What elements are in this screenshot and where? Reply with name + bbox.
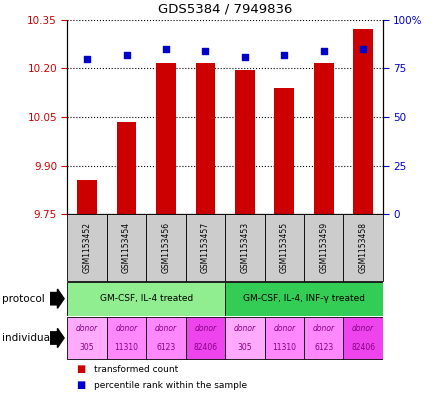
Text: protocol: protocol [2, 294, 45, 304]
Text: 6123: 6123 [313, 343, 332, 352]
Text: GM-CSF, IL-4 treated: GM-CSF, IL-4 treated [99, 294, 192, 303]
Text: GSM1153453: GSM1153453 [240, 222, 249, 273]
Text: 305: 305 [80, 343, 94, 352]
Bar [107, 317, 146, 359]
Text: donor: donor [115, 324, 137, 333]
Bar [313, 63, 333, 214]
Text: GSM1153457: GSM1153457 [201, 222, 210, 273]
Bar [156, 63, 175, 214]
Bar [264, 214, 303, 281]
Bar [352, 29, 372, 214]
Text: GSM1153458: GSM1153458 [358, 222, 367, 273]
Text: GSM1153454: GSM1153454 [122, 222, 131, 273]
Text: donor: donor [76, 324, 98, 333]
Bar [303, 214, 342, 281]
FancyArrow shape [50, 328, 64, 347]
Bar [185, 317, 225, 359]
Text: 11310: 11310 [272, 343, 296, 352]
Bar [67, 214, 107, 281]
Text: 11310: 11310 [114, 343, 138, 352]
Bar [234, 70, 254, 214]
Bar [67, 282, 225, 316]
Point [162, 46, 169, 52]
Text: donor: donor [351, 324, 373, 333]
Text: ■: ■ [76, 380, 85, 390]
Bar [225, 317, 264, 359]
Bar [185, 214, 225, 281]
Text: GSM1153455: GSM1153455 [279, 222, 288, 273]
Point [201, 48, 208, 54]
Bar [225, 214, 264, 281]
Bar [77, 180, 97, 214]
Text: percentile rank within the sample: percentile rank within the sample [93, 381, 246, 389]
Bar [107, 214, 146, 281]
Text: donor: donor [194, 324, 216, 333]
Text: 82406: 82406 [193, 343, 217, 352]
Point [319, 48, 326, 54]
Bar [225, 282, 382, 316]
Text: GSM1153456: GSM1153456 [161, 222, 170, 273]
Bar [67, 317, 107, 359]
Text: GSM1153459: GSM1153459 [319, 222, 327, 273]
Text: GSM1153452: GSM1153452 [82, 222, 92, 273]
Title: GDS5384 / 7949836: GDS5384 / 7949836 [158, 3, 292, 16]
Bar [342, 214, 382, 281]
Bar [146, 214, 185, 281]
Point [241, 53, 248, 60]
Text: 82406: 82406 [350, 343, 374, 352]
Point [83, 55, 90, 62]
Text: donor: donor [273, 324, 295, 333]
Point [359, 46, 366, 52]
Bar [264, 317, 303, 359]
FancyArrow shape [50, 289, 64, 308]
Text: 305: 305 [237, 343, 252, 352]
Text: GM-CSF, IL-4, INF-γ treated: GM-CSF, IL-4, INF-γ treated [243, 294, 364, 303]
Text: ■: ■ [76, 364, 85, 375]
Text: individual: individual [2, 333, 53, 343]
Text: transformed count: transformed count [93, 365, 178, 374]
Text: donor: donor [155, 324, 177, 333]
Text: donor: donor [312, 324, 334, 333]
Bar [342, 317, 382, 359]
Bar [195, 63, 215, 214]
Bar [116, 122, 136, 214]
Text: 6123: 6123 [156, 343, 175, 352]
Bar [146, 317, 185, 359]
Point [123, 51, 130, 58]
Point [280, 51, 287, 58]
Text: donor: donor [233, 324, 255, 333]
Bar [274, 88, 293, 214]
Bar [303, 317, 342, 359]
